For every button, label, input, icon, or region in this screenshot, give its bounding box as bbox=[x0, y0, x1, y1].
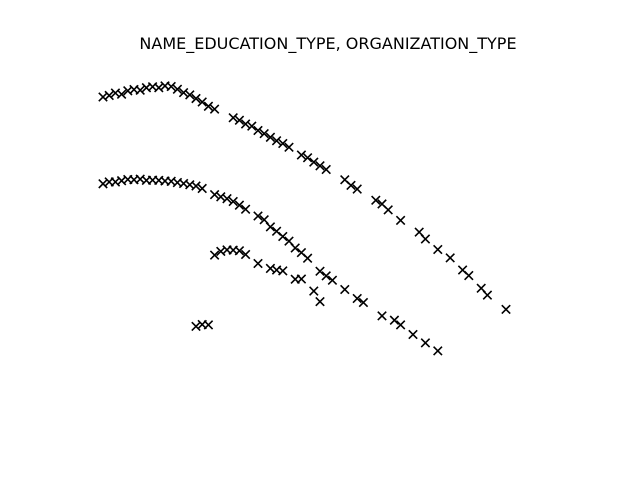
data-point-marker bbox=[178, 87, 189, 98]
data-point-marker bbox=[240, 249, 251, 260]
data-point-marker bbox=[315, 161, 325, 171]
data-point-marker bbox=[203, 320, 214, 330]
data-point-marker bbox=[315, 296, 325, 307]
data-point-marker bbox=[135, 85, 145, 95]
data-point-marker bbox=[265, 222, 276, 232]
data-point-marker bbox=[358, 297, 369, 308]
data-point-marker bbox=[265, 132, 276, 143]
data-point-marker bbox=[296, 150, 307, 160]
data-point-marker bbox=[191, 93, 201, 104]
data-point-marker bbox=[253, 258, 263, 269]
data-point-marker bbox=[340, 284, 350, 295]
series-4 bbox=[191, 319, 214, 332]
data-point-marker bbox=[247, 121, 257, 131]
data-point-marker bbox=[309, 286, 319, 296]
data-point-marker bbox=[253, 125, 263, 136]
data-point-marker bbox=[104, 90, 114, 101]
data-point-marker bbox=[327, 275, 338, 285]
data-point-marker bbox=[234, 200, 245, 210]
data-point-marker bbox=[116, 89, 127, 99]
data-point-marker bbox=[234, 115, 245, 126]
data-point-marker bbox=[501, 304, 511, 315]
data-point-marker bbox=[389, 315, 400, 325]
data-point-marker bbox=[352, 293, 362, 304]
data-point-marker bbox=[259, 128, 269, 139]
data-point-marker bbox=[284, 142, 294, 152]
data-point-marker bbox=[253, 211, 263, 221]
chart-title: NAME_EDUCATION_TYPE, ORGANIZATION_TYPE bbox=[139, 34, 517, 53]
data-point-marker bbox=[278, 231, 288, 242]
data-point-marker bbox=[240, 119, 251, 129]
data-point-marker bbox=[278, 266, 288, 276]
data-point-marker bbox=[433, 244, 443, 255]
data-point-marker bbox=[321, 164, 331, 175]
data-point-marker bbox=[352, 184, 362, 194]
data-point-marker bbox=[296, 274, 307, 284]
data-point-marker bbox=[228, 113, 238, 123]
data-point-marker bbox=[209, 104, 220, 114]
data-point-marker bbox=[271, 135, 282, 146]
data-point-marker bbox=[240, 204, 251, 214]
data-point-marker bbox=[445, 253, 455, 263]
data-point-marker bbox=[302, 253, 313, 263]
data-point-marker bbox=[290, 243, 300, 253]
data-point-marker bbox=[172, 84, 183, 95]
data-point-marker bbox=[395, 320, 406, 330]
data-point-marker bbox=[321, 271, 331, 281]
data-point-marker bbox=[315, 266, 325, 276]
data-point-marker bbox=[408, 329, 418, 340]
data-point-marker bbox=[371, 195, 381, 205]
data-point-marker bbox=[278, 138, 288, 149]
data-point-marker bbox=[234, 245, 245, 256]
data-point-marker bbox=[395, 215, 406, 226]
data-point-marker bbox=[433, 346, 443, 356]
data-point-marker bbox=[309, 157, 319, 167]
data-point-marker bbox=[197, 97, 207, 107]
data-point-marker bbox=[98, 179, 108, 189]
data-point-marker bbox=[420, 234, 431, 244]
data-point-marker bbox=[383, 205, 393, 215]
series-2 bbox=[98, 174, 443, 356]
data-point-marker bbox=[222, 193, 232, 204]
data-point-marker bbox=[154, 82, 164, 93]
data-point-marker bbox=[203, 101, 214, 112]
data-point-marker bbox=[209, 250, 220, 260]
series-3 bbox=[209, 245, 325, 307]
data-point-marker bbox=[191, 321, 201, 332]
data-point-marker bbox=[420, 338, 431, 348]
data-point-marker bbox=[265, 263, 276, 274]
data-point-marker bbox=[377, 311, 387, 321]
data-point-marker bbox=[464, 270, 474, 281]
series-1 bbox=[98, 81, 511, 315]
data-point-marker bbox=[346, 180, 356, 191]
data-point-marker bbox=[191, 181, 201, 191]
data-point-marker bbox=[185, 90, 195, 100]
data-point-marker bbox=[228, 196, 238, 207]
data-point-marker bbox=[482, 290, 493, 300]
data-point-marker bbox=[216, 192, 226, 202]
data-point-marker bbox=[98, 92, 108, 102]
data-point-marker bbox=[209, 189, 220, 200]
data-point-marker bbox=[302, 152, 313, 163]
data-point-marker bbox=[166, 81, 176, 92]
data-point-marker bbox=[197, 183, 207, 194]
